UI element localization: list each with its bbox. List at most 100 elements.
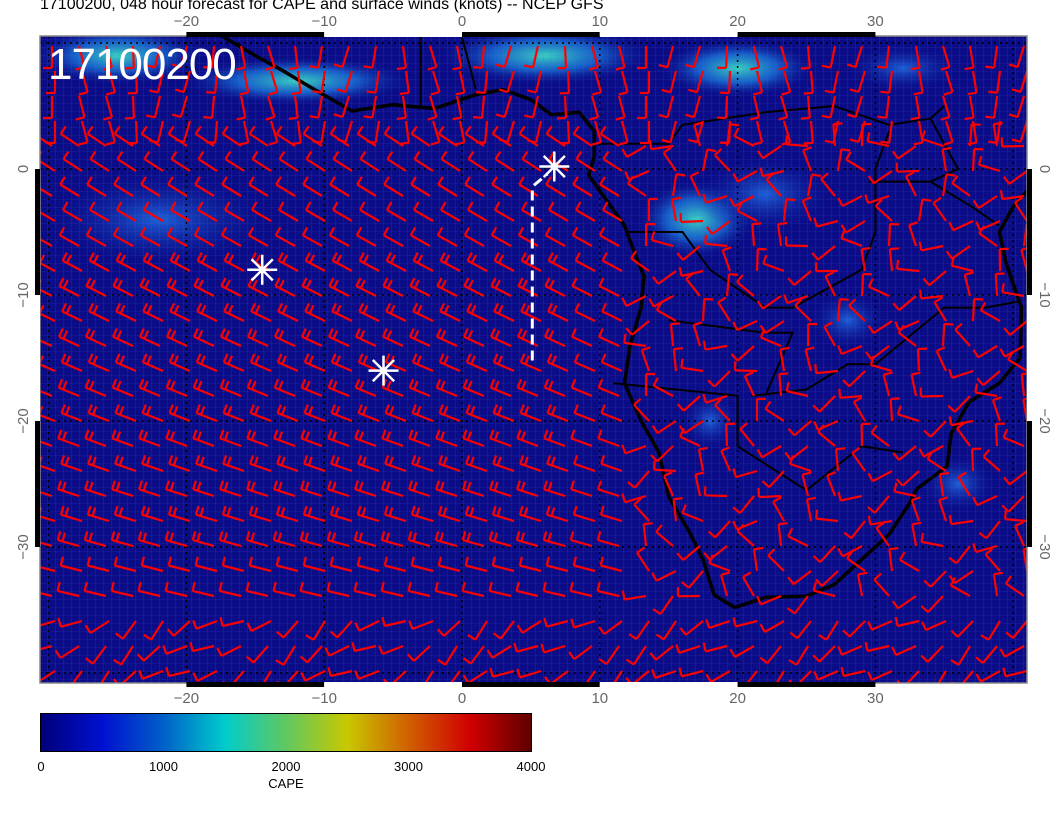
- wind-barb: [220, 277, 242, 297]
- wind-barb: [707, 520, 731, 539]
- wind-barb: [572, 176, 593, 197]
- wind-barb: [574, 302, 596, 322]
- wind-barb: [40, 490, 53, 498]
- wind-barb: [384, 404, 407, 423]
- wind-barb: [945, 245, 971, 260]
- wind-barb: [86, 176, 107, 197]
- frame-band: [35, 295, 40, 421]
- wind-barb: [192, 480, 215, 498]
- wind-barb: [896, 259, 920, 273]
- wind-barb: [689, 171, 701, 197]
- date-stamp: 17100200: [48, 40, 237, 89]
- wind-barb: [276, 404, 299, 423]
- wind-barb: [330, 353, 353, 373]
- wind-barb: [519, 454, 542, 473]
- wind-barb: [1002, 667, 1027, 678]
- wind-barb: [785, 135, 809, 148]
- wind-barb: [867, 278, 890, 297]
- wind-barb: [935, 346, 947, 372]
- wind-barb: [570, 480, 593, 498]
- wind-barb: [951, 175, 971, 197]
- wind-barb: [366, 70, 381, 94]
- wind-barb: [265, 45, 276, 71]
- wind-barb: [801, 196, 813, 222]
- wind-barb: [224, 150, 245, 172]
- wind-barb: [492, 620, 515, 640]
- lon-tick-top: −20: [174, 13, 199, 30]
- wind-barb: [89, 150, 110, 172]
- wind-barb: [138, 669, 164, 680]
- wind-barb: [663, 471, 675, 497]
- wind-barb: [781, 70, 792, 96]
- wind-barb: [462, 429, 485, 448]
- wind-barb: [783, 294, 809, 305]
- wind-barb: [788, 645, 809, 666]
- wind-barb: [518, 556, 542, 573]
- wind-barb: [846, 550, 866, 572]
- wind-barb: [84, 429, 107, 448]
- wind-barb: [933, 296, 947, 322]
- asterisk-marker: [368, 355, 399, 386]
- wind-barb: [867, 470, 893, 483]
- wind-barb: [275, 645, 296, 666]
- wind-barb: [274, 328, 296, 347]
- wind-barb: [913, 120, 924, 146]
- wind-barb: [811, 245, 836, 261]
- wind-barb: [411, 454, 434, 473]
- wind-barb: [219, 429, 242, 448]
- wind-barb: [704, 234, 728, 248]
- wind-barb: [465, 353, 488, 373]
- wind-barb: [326, 581, 350, 598]
- wind-barb: [910, 496, 921, 522]
- wind-barb: [688, 70, 705, 94]
- wind-barb: [40, 670, 56, 683]
- wind-barb: [752, 120, 764, 146]
- wind-barb: [353, 531, 377, 548]
- wind-barb: [165, 667, 191, 678]
- wind-barb: [891, 644, 917, 657]
- wind-barb: [910, 45, 921, 71]
- wind-barb: [813, 217, 839, 228]
- lat-tick-right: −10: [1036, 282, 1053, 307]
- wind-barb: [943, 70, 954, 96]
- wind-barb: [921, 130, 944, 148]
- wind-barb: [330, 404, 353, 423]
- wind-barb: [249, 353, 272, 373]
- wind-barb: [836, 298, 849, 322]
- wind-barb: [462, 378, 485, 398]
- wind-barb: [661, 120, 678, 144]
- wind-barb: [221, 505, 245, 523]
- wind-barb: [300, 480, 323, 498]
- wind-barb: [887, 222, 900, 247]
- wind-barb: [520, 302, 542, 322]
- wind-barb: [169, 302, 191, 322]
- wind-barb: [167, 556, 191, 573]
- lat-tick-left: −30: [15, 534, 32, 559]
- frame-band: [599, 32, 738, 37]
- wind-barb: [669, 322, 680, 347]
- wind-barb: [814, 570, 839, 587]
- wind-barb: [937, 670, 947, 683]
- wind-barb: [410, 556, 434, 573]
- wind-barb: [57, 429, 80, 448]
- wind-barb: [462, 480, 485, 498]
- wind-barb: [139, 328, 161, 347]
- wind-barb: [751, 222, 762, 247]
- wind-barb: [78, 70, 89, 96]
- wind-barb: [354, 429, 377, 448]
- wind-barb: [424, 670, 434, 683]
- wind-barb: [585, 670, 596, 683]
- wind-barb: [40, 644, 53, 651]
- wind-barb: [697, 446, 708, 472]
- wind-barb: [708, 554, 731, 573]
- wind-barb: [897, 324, 917, 347]
- wind-barb: [1002, 428, 1025, 448]
- wind-barb: [467, 150, 488, 172]
- wind-barb: [327, 378, 350, 398]
- wind-barb: [860, 272, 873, 297]
- wind-barb: [598, 277, 620, 297]
- wind-barb: [1013, 196, 1027, 222]
- wind-barb: [685, 95, 702, 119]
- dashed-track: [530, 172, 549, 361]
- wind-barb: [735, 670, 758, 683]
